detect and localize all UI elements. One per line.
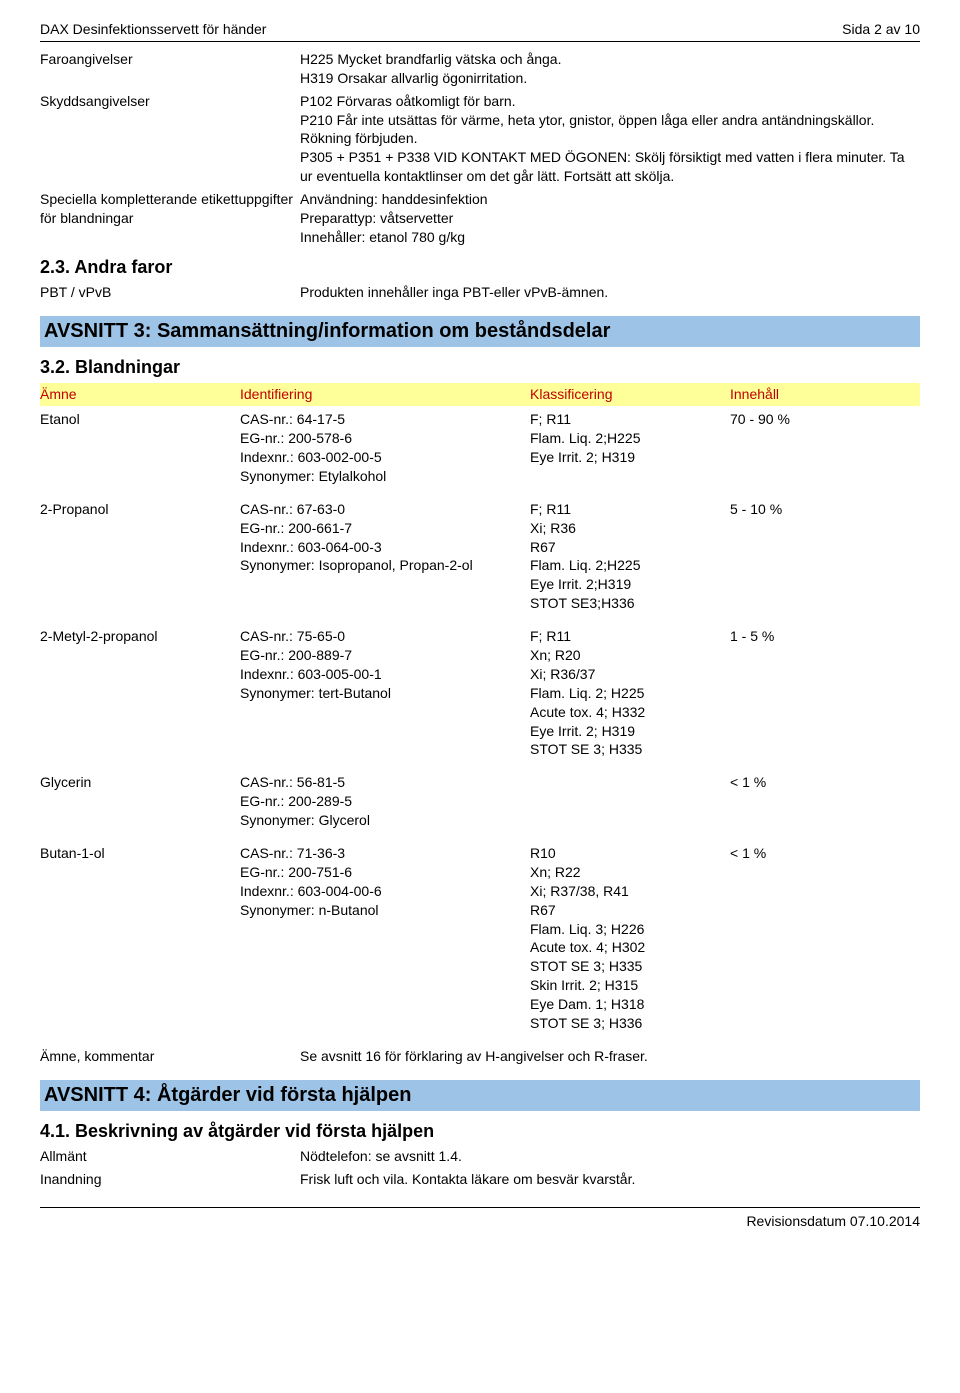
kv-row: Speciella kompletterande etikettuppgifte…	[40, 190, 920, 247]
kv-value: P102 Förvaras oåtkomligt för barn.P210 F…	[300, 92, 920, 186]
col-header-identification: Identifiering	[240, 385, 530, 404]
identification: CAS-nr.: 64-17-5EG-nr.: 200-578-6Indexnr…	[240, 410, 530, 486]
page-header: DAX Desinfektionsservett för händer Sida…	[40, 20, 920, 42]
section-4-banner: AVSNITT 4: Åtgärder vid första hjälpen	[40, 1080, 920, 1111]
identification: CAS-nr.: 67-63-0EG-nr.: 200-661-7Indexnr…	[240, 500, 530, 576]
page-footer: Revisionsdatum 07.10.2014	[40, 1207, 920, 1231]
classification: F; R11Xn; R20Xi; R36/37Flam. Liq. 2; H22…	[530, 627, 730, 759]
content-percent: < 1 %	[730, 844, 850, 863]
kv-label: Faroangivelser	[40, 50, 300, 88]
substance-name: Glycerin	[40, 773, 240, 792]
composition-row: EtanolCAS-nr.: 64-17-5EG-nr.: 200-578-6I…	[40, 406, 920, 496]
kv-row: Inandning Frisk luft och vila. Kontakta …	[40, 1170, 920, 1189]
content-percent: 1 - 5 %	[730, 627, 850, 646]
composition-row: 2-PropanolCAS-nr.: 67-63-0EG-nr.: 200-66…	[40, 496, 920, 623]
identification: CAS-nr.: 75-65-0EG-nr.: 200-889-7Indexnr…	[240, 627, 530, 703]
revision-date: Revisionsdatum 07.10.2014	[746, 1213, 920, 1229]
substance-name: Etanol	[40, 410, 240, 429]
pbt-block: PBT / vPvB Produkten innehåller inga PBT…	[40, 283, 920, 302]
section-3-banner: AVSNITT 3: Sammansättning/information om…	[40, 316, 920, 347]
kv-row: Allmänt Nödtelefon: se avsnitt 1.4.	[40, 1147, 920, 1166]
subsection-3-2: 3.2. Blandningar	[40, 355, 920, 379]
kv-label: Ämne, kommentar	[40, 1047, 300, 1066]
composition-row: GlycerinCAS-nr.: 56-81-5EG-nr.: 200-289-…	[40, 769, 920, 840]
identification: CAS-nr.: 71-36-3EG-nr.: 200-751-6Indexnr…	[240, 844, 530, 920]
kv-row: Faroangivelser H225 Mycket brandfarlig v…	[40, 50, 920, 88]
col-header-classification: Klassificering	[530, 385, 730, 404]
composition-row: Butan-1-olCAS-nr.: 71-36-3EG-nr.: 200-75…	[40, 840, 920, 1043]
kv-row: Skyddsangivelser P102 Förvaras oåtkomlig…	[40, 92, 920, 186]
kv-label: Speciella kompletterande etikettuppgifte…	[40, 190, 300, 247]
kv-label: Inandning	[40, 1170, 300, 1189]
content-percent: < 1 %	[730, 773, 850, 792]
page-number: Sida 2 av 10	[842, 20, 920, 39]
kv-label: Skyddsangivelser	[40, 92, 300, 186]
col-header-content: Innehåll	[730, 385, 850, 404]
subsection-2-3: 2.3. Andra faror	[40, 255, 920, 279]
kv-value: H225 Mycket brandfarlig vätska och ånga.…	[300, 50, 920, 88]
content-percent: 5 - 10 %	[730, 500, 850, 519]
col-header-substance: Ämne	[40, 385, 240, 404]
composition-note: Ämne, kommentar Se avsnitt 16 för förkla…	[40, 1047, 920, 1066]
kv-label: PBT / vPvB	[40, 283, 300, 302]
kv-value: Produkten innehåller inga PBT-eller vPvB…	[300, 283, 920, 302]
subsection-4-1: 4.1. Beskrivning av åtgärder vid första …	[40, 1119, 920, 1143]
composition-row: 2-Metyl-2-propanolCAS-nr.: 75-65-0EG-nr.…	[40, 623, 920, 769]
classification: F; R11Flam. Liq. 2;H225Eye Irrit. 2; H31…	[530, 410, 730, 467]
kv-value: Frisk luft och vila. Kontakta läkare om …	[300, 1170, 920, 1189]
kv-value: Användning: handdesinfektionPreparattyp:…	[300, 190, 920, 247]
composition-rows: EtanolCAS-nr.: 64-17-5EG-nr.: 200-578-6I…	[40, 406, 920, 1043]
kv-value: Se avsnitt 16 för förklaring av H-angive…	[300, 1047, 920, 1066]
substance-name: 2-Metyl-2-propanol	[40, 627, 240, 646]
content-percent: 70 - 90 %	[730, 410, 850, 429]
hazard-info-block: Faroangivelser H225 Mycket brandfarlig v…	[40, 50, 920, 247]
kv-value: Nödtelefon: se avsnitt 1.4.	[300, 1147, 920, 1166]
substance-name: Butan-1-ol	[40, 844, 240, 863]
doc-title: DAX Desinfektionsservett för händer	[40, 20, 266, 39]
classification: F; R11Xi; R36R67Flam. Liq. 2;H225Eye Irr…	[530, 500, 730, 613]
kv-label: Allmänt	[40, 1147, 300, 1166]
kv-row: PBT / vPvB Produkten innehåller inga PBT…	[40, 283, 920, 302]
substance-name: 2-Propanol	[40, 500, 240, 519]
first-aid-block: Allmänt Nödtelefon: se avsnitt 1.4. Inan…	[40, 1147, 920, 1189]
composition-header: Ämne Identifiering Klassificering Innehå…	[40, 383, 920, 406]
identification: CAS-nr.: 56-81-5EG-nr.: 200-289-5Synonym…	[240, 773, 530, 830]
classification: R10Xn; R22Xi; R37/38, R41R67Flam. Liq. 3…	[530, 844, 730, 1033]
